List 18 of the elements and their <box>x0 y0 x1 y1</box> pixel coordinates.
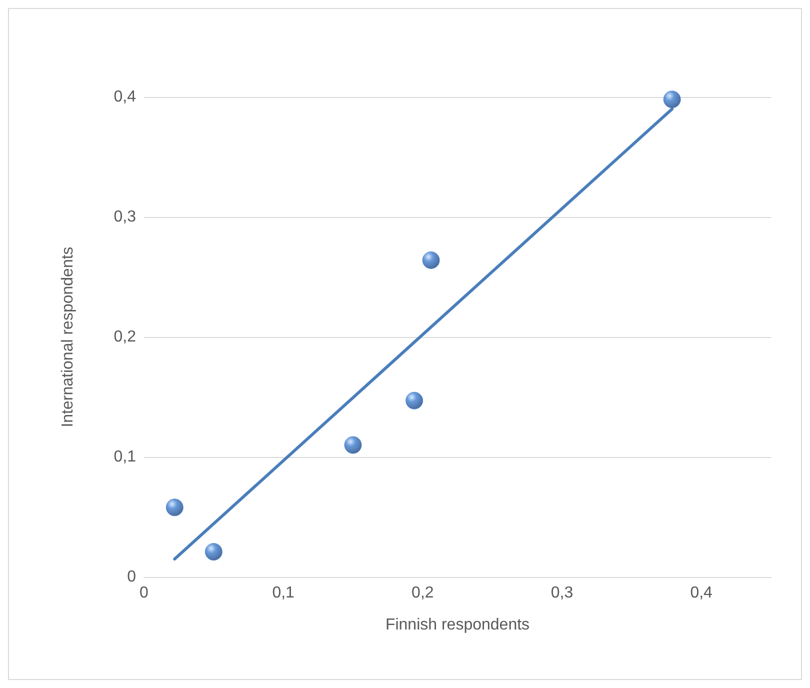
y-tick-label: 0 <box>127 568 136 586</box>
point <box>406 392 424 410</box>
point <box>166 498 184 516</box>
x-tick-label: 0,2 <box>412 584 434 602</box>
x-tick-label: 0,4 <box>690 584 713 602</box>
point <box>663 90 681 108</box>
point <box>344 436 362 454</box>
x-axis-title: Finnish respondents <box>385 616 530 634</box>
point <box>204 543 222 561</box>
y-tick-label: 0,4 <box>114 88 136 106</box>
x-tick-label: 0 <box>140 584 149 602</box>
y-axis-title: International respondents <box>60 246 76 428</box>
y-tick-label: 0,3 <box>114 208 136 226</box>
point <box>422 251 440 269</box>
x-tick-label: 0,1 <box>272 584 295 602</box>
x-tick-label: 0,3 <box>550 584 574 602</box>
y-tick-label: 0,1 <box>114 448 136 466</box>
y-tick-label: 0,2 <box>114 328 136 346</box>
